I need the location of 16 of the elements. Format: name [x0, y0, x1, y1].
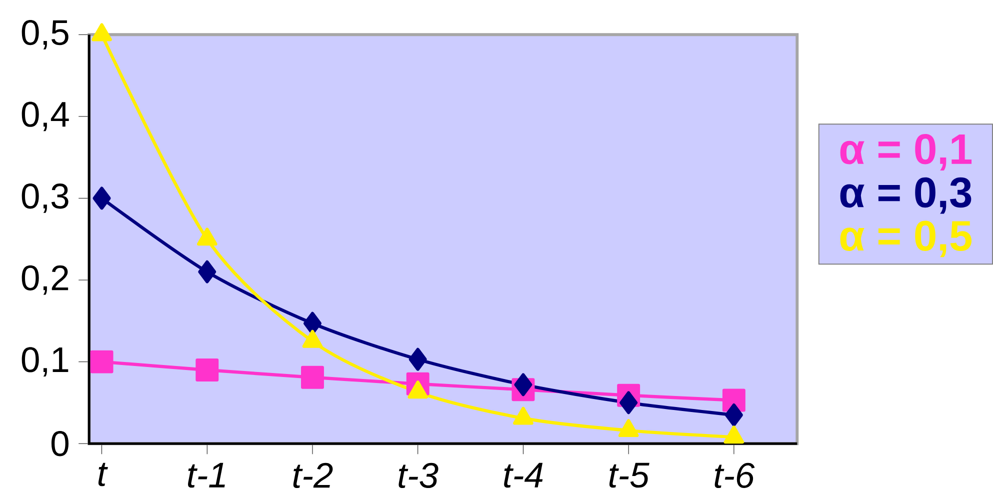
- x-tick-label: t-4: [504, 462, 543, 488]
- y-tick-label: 0,1: [22, 347, 68, 376]
- x-tick-label: t-2: [293, 462, 333, 488]
- text: α = 0,3: [840, 177, 972, 214]
- x-tick-label: t-5: [609, 462, 650, 488]
- y-tick-label: 0,2: [22, 265, 68, 295]
- text: α = 0,1: [840, 134, 972, 170]
- text: α = 0,5: [840, 220, 972, 258]
- y-tick-label: 0: [52, 430, 68, 456]
- x-tick-label: t-3: [398, 462, 438, 488]
- y-tick-label: 0,5: [22, 20, 68, 50]
- y-tick-label: 0,4: [22, 102, 69, 131]
- y-tick-label: 0,3: [22, 183, 68, 213]
- x-tick-label: t-6: [714, 462, 755, 488]
- x-tick-label: t-1: [188, 462, 225, 488]
- x-tick-label: t: [98, 462, 108, 486]
